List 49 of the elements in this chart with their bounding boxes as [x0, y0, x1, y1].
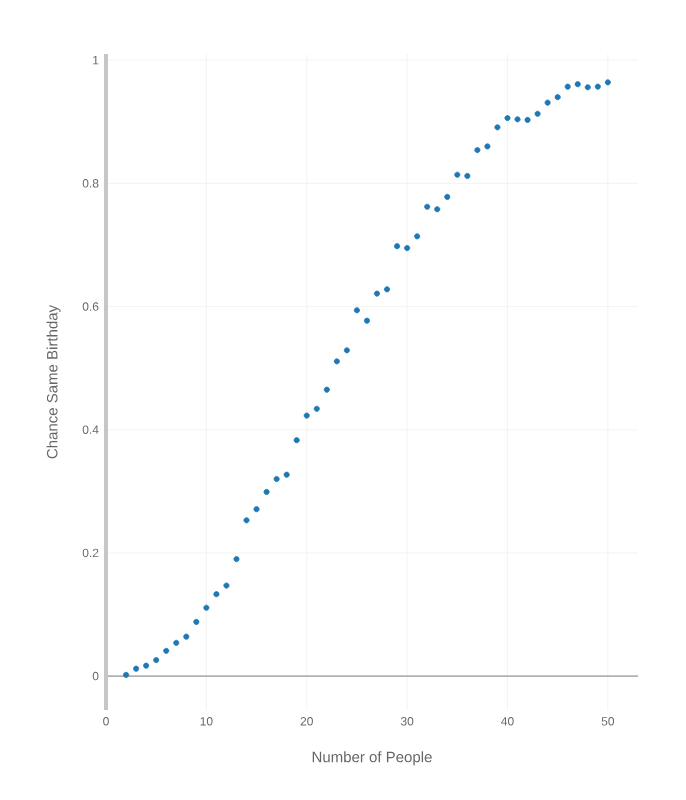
point: [223, 582, 230, 589]
point: [544, 99, 551, 106]
point: [173, 639, 180, 646]
point: [313, 405, 320, 412]
point: [374, 290, 380, 297]
point: [123, 671, 130, 678]
point: [474, 147, 481, 154]
point: [243, 517, 250, 524]
point: [283, 471, 290, 478]
point: [514, 116, 521, 123]
point: [464, 172, 471, 179]
point: [434, 206, 441, 213]
point: [554, 94, 561, 101]
point: [584, 84, 591, 91]
point: [444, 193, 451, 200]
point: [363, 317, 370, 324]
point: [534, 110, 541, 117]
point: [203, 604, 210, 611]
point: [213, 591, 220, 598]
point: [384, 286, 391, 293]
point: [143, 662, 150, 669]
point: [504, 115, 511, 122]
point: [233, 556, 240, 563]
point: [454, 171, 461, 178]
point: [494, 124, 501, 131]
point: [404, 245, 411, 252]
point: [394, 243, 401, 250]
point: [524, 116, 531, 123]
point: [353, 307, 360, 314]
point: [263, 488, 270, 495]
point: [424, 203, 431, 210]
point: [564, 83, 571, 90]
point: [414, 233, 421, 240]
point: [163, 647, 170, 654]
point: [293, 437, 300, 444]
point: [253, 506, 260, 513]
point: [303, 412, 310, 419]
point: [343, 347, 350, 354]
point: [273, 476, 280, 483]
point: [333, 358, 340, 365]
point: [183, 633, 190, 640]
point: [574, 81, 581, 88]
point: [604, 79, 611, 86]
point: [153, 657, 160, 664]
point: [484, 143, 491, 150]
point: [133, 665, 140, 672]
point: [193, 618, 200, 625]
point: [323, 386, 330, 393]
point: [594, 83, 601, 90]
